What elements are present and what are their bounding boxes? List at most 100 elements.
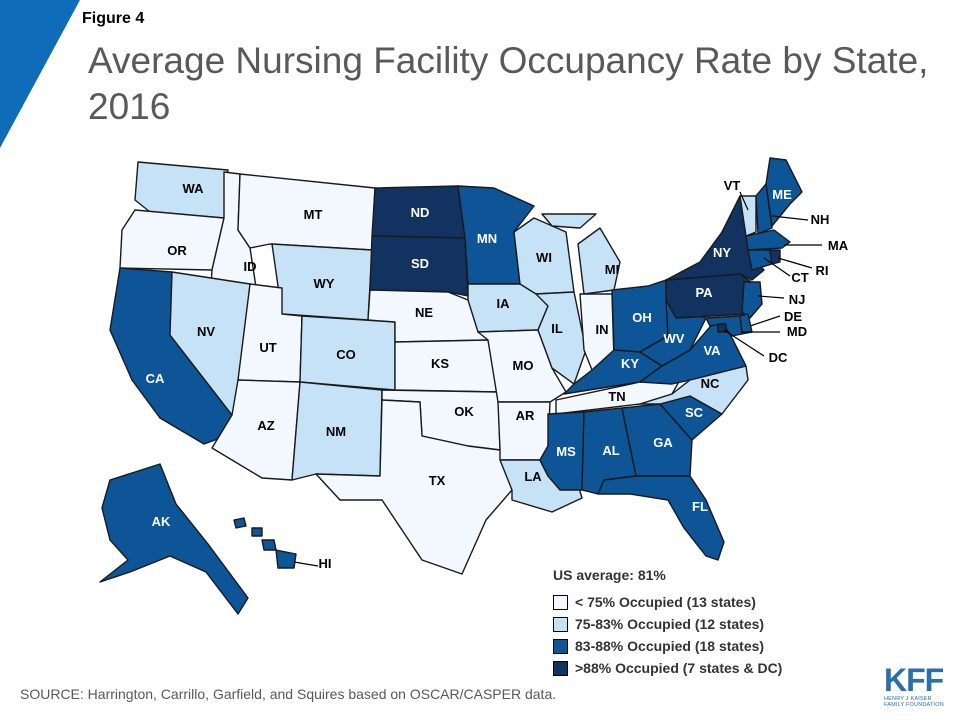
state-label-AL: AL xyxy=(602,443,619,458)
state-RI xyxy=(769,249,781,265)
state-label-SD: SD xyxy=(411,256,429,271)
page-title: Average Nursing Facility Occupancy Rate … xyxy=(88,40,929,127)
corner-accent-shape xyxy=(0,0,80,148)
state-label-TX: TX xyxy=(429,473,446,488)
state-label-IN: IN xyxy=(596,322,609,337)
state-IL xyxy=(535,291,587,385)
legend-label: 75-83% Occupied (12 states) xyxy=(575,616,765,632)
state-AK xyxy=(99,463,249,615)
state-label-WV: WV xyxy=(664,331,685,346)
legend: US average: 81% < 75% Occupied (13 state… xyxy=(553,567,782,679)
state-SD xyxy=(369,235,469,297)
state-HI xyxy=(233,517,297,569)
state-label-UT: UT xyxy=(259,340,276,355)
state-label-AZ: AZ xyxy=(257,418,274,433)
state-label-MA: MA xyxy=(828,238,849,253)
state-label-MI: MI xyxy=(605,262,619,277)
figure-label: Figure 4 xyxy=(82,10,145,27)
logo-line-2: FAMILY FOUNDATION xyxy=(884,702,944,708)
kff-logo: KFF HENRY J KAISER FAMILY FOUNDATION xyxy=(884,664,948,708)
legend-item: < 75% Occupied (13 states) xyxy=(553,591,782,613)
state-MI xyxy=(541,213,621,295)
state-NJ xyxy=(741,281,763,319)
legend-swatch-lt75 xyxy=(553,594,568,610)
state-NC xyxy=(639,365,749,415)
state-label-WA: WA xyxy=(183,181,205,196)
state-label-CA: CA xyxy=(146,371,165,386)
state-TX xyxy=(315,399,513,575)
state-label-NM: NM xyxy=(326,424,346,439)
state-label-MT: MT xyxy=(304,207,323,222)
leader-NH xyxy=(771,215,809,221)
state-label-NC: NC xyxy=(701,376,720,391)
state-label-OR: OR xyxy=(167,243,187,258)
state-label-TN: TN xyxy=(608,389,625,404)
state-label-IA: IA xyxy=(497,296,511,311)
state-label-MO: MO xyxy=(513,358,534,373)
state-label-AK: AK xyxy=(152,514,171,529)
leader-DE xyxy=(749,315,781,327)
state-WA xyxy=(134,161,229,219)
state-label-WI: WI xyxy=(536,250,552,265)
state-label-MD: MD xyxy=(787,324,807,339)
state-label-ND: ND xyxy=(411,205,430,220)
state-label-AR: AR xyxy=(516,408,535,423)
state-label-IL: IL xyxy=(551,321,563,336)
legend-item: 83-88% Occupied (18 states) xyxy=(553,635,782,657)
legend-average: US average: 81% xyxy=(553,567,666,583)
legend-swatch-75-83 xyxy=(553,616,568,632)
state-label-FL: FL xyxy=(692,499,708,514)
legend-item: 75-83% Occupied (12 states) xyxy=(553,613,782,635)
state-label-KS: KS xyxy=(431,356,449,371)
state-label-VA: VA xyxy=(703,343,721,358)
leader-RI xyxy=(777,257,813,269)
state-label-VT: VT xyxy=(724,178,741,193)
state-label-NH: NH xyxy=(811,212,830,227)
state-label-LA: LA xyxy=(524,469,542,484)
legend-swatch-83-88 xyxy=(553,638,568,654)
state-label-CT: CT xyxy=(791,270,808,285)
state-ME xyxy=(765,157,803,227)
leader-HI xyxy=(293,561,319,567)
state-label-KY: KY xyxy=(621,356,639,371)
state-label-NE: NE xyxy=(415,305,433,320)
state-CT xyxy=(747,249,773,271)
state-label-GA: GA xyxy=(653,435,673,450)
state-label-OH: OH xyxy=(632,310,652,325)
state-label-RI: RI xyxy=(816,263,829,278)
source-note: SOURCE: Harrington, Carrillo, Garfield, … xyxy=(20,686,557,702)
leader-CT xyxy=(763,257,791,277)
state-FL xyxy=(597,475,725,561)
state-label-NV: NV xyxy=(197,324,215,339)
state-label-HI: HI xyxy=(319,556,332,571)
leader-NJ xyxy=(757,295,785,299)
state-VT xyxy=(739,195,757,237)
legend-label: < 75% Occupied (13 states) xyxy=(575,594,756,610)
state-label-OK: OK xyxy=(454,404,474,419)
state-label-MN: MN xyxy=(477,231,497,246)
logo-line-1: HENRY J KAISER xyxy=(884,696,932,702)
state-label-NJ: NJ xyxy=(789,292,806,307)
state-label-CO: CO xyxy=(336,347,356,362)
state-label-WY: WY xyxy=(314,276,335,291)
state-label-ID: ID xyxy=(244,259,257,274)
state-OR xyxy=(119,209,225,271)
state-labels: WA OR CA ID NV MT WY UT AZ CO NM ND SD NE KS OK TX MN IA MO… xyxy=(146,178,849,571)
legend-label: >88% Occupied (7 states & DC) xyxy=(575,660,783,676)
logo-mark: KFF xyxy=(884,662,944,698)
legend-item: >88% Occupied (7 states & DC) xyxy=(553,657,782,679)
state-label-DC: DC xyxy=(769,350,788,365)
state-label-MS: MS xyxy=(556,444,576,459)
state-label-SC: SC xyxy=(685,405,704,420)
leader-DC xyxy=(723,329,765,357)
legend-label: 83-88% Occupied (18 states) xyxy=(575,638,765,654)
state-label-PA: PA xyxy=(695,285,713,300)
state-NH xyxy=(755,183,773,235)
state-label-DE: DE xyxy=(784,309,802,324)
leader-VT xyxy=(739,191,749,211)
state-label-NY: NY xyxy=(713,245,731,260)
state-label-ME: ME xyxy=(772,187,792,202)
state-VA xyxy=(639,319,747,385)
legend-swatch-gt88 xyxy=(553,660,568,676)
